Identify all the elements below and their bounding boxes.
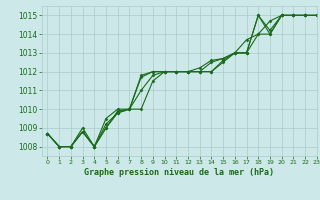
X-axis label: Graphe pression niveau de la mer (hPa): Graphe pression niveau de la mer (hPa) [84,168,274,177]
